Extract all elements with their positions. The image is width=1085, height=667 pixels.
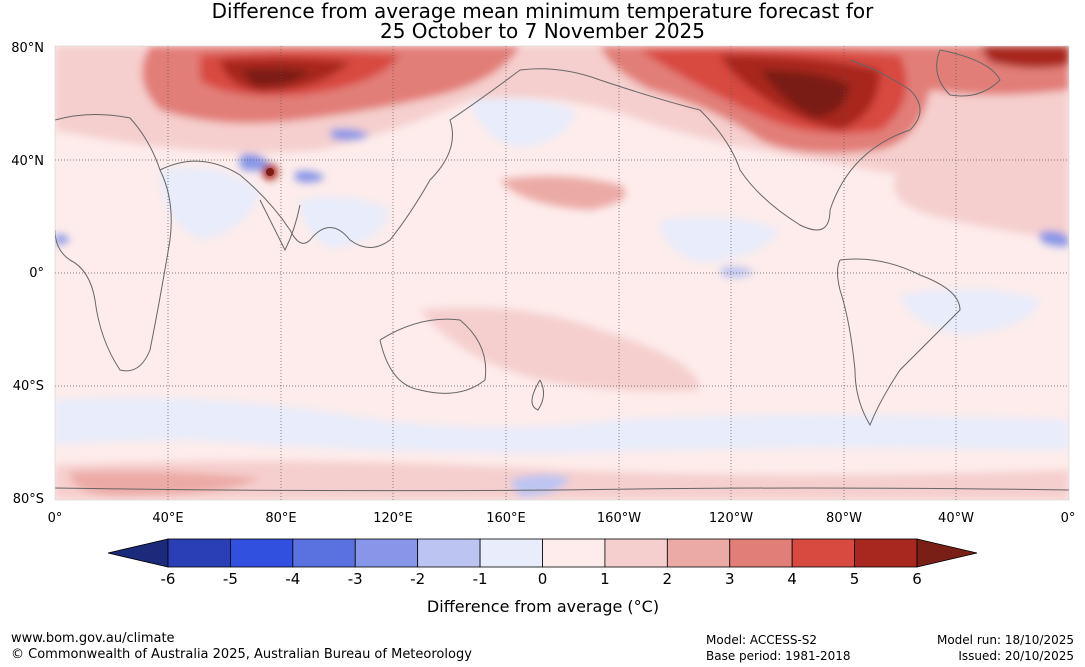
model-run-date: Model run: 18/10/2025 xyxy=(936,633,1074,647)
colorbar-tick-label: 6 xyxy=(912,570,922,588)
coastlines xyxy=(55,49,1069,492)
colorbar-bin xyxy=(292,538,356,568)
lon-label-0-left: 0° xyxy=(48,511,63,526)
colorbar-tick-label: 3 xyxy=(725,570,735,588)
base-period: Base period: 1981-2018 xyxy=(706,649,851,663)
colorbar-bin xyxy=(666,538,731,568)
colorbar-bin xyxy=(729,538,793,568)
lon-label-80w: 80°W xyxy=(826,511,862,526)
map-title-line2: 25 October to 7 November 2025 xyxy=(379,19,706,43)
copyright-text: © Commonwealth of Australia 2025, Austra… xyxy=(11,647,472,662)
colorbar-tick-label: -5 xyxy=(223,570,238,588)
colorbar-tick-label: 0 xyxy=(538,570,548,588)
colorbar-bin xyxy=(604,538,668,568)
lon-label-40e: 40°E xyxy=(152,511,183,526)
map-title-line1: Difference from average mean minimum tem… xyxy=(211,0,874,23)
colorbar-tick-label: -4 xyxy=(285,570,300,588)
graticule xyxy=(55,46,1069,500)
lat-label-0: 0° xyxy=(29,266,44,281)
colorbar-bin xyxy=(854,538,918,568)
colorbar-tick-label: 2 xyxy=(663,570,673,588)
colorbar-bin xyxy=(791,538,855,568)
colorbar-tick-label: 4 xyxy=(787,570,797,588)
lon-label-40w: 40°W xyxy=(938,511,974,526)
colorbar-tick-label: 1 xyxy=(600,570,610,588)
colorbar-bin xyxy=(542,538,606,568)
colorbar-bin xyxy=(230,538,294,568)
colorbar-extend-below xyxy=(107,538,169,568)
model-name: Model: ACCESS-S2 xyxy=(706,633,818,647)
issued-date: Issued: 20/10/2025 xyxy=(958,649,1074,663)
colorbar-label: Difference from average (°C) xyxy=(427,597,659,616)
colorbar-bin xyxy=(167,538,231,568)
colorbar-tick-label: -6 xyxy=(161,570,176,588)
website-link[interactable]: www.bom.gov.au/climate xyxy=(11,631,175,646)
anomaly-field xyxy=(55,46,1069,500)
colorbar: -6 -5 -4 -3 -2 -1 0 1 2 3 4 5 6 xyxy=(107,538,978,588)
lon-label-120w: 120°W xyxy=(709,511,753,526)
lon-label-160w: 160°W xyxy=(597,511,641,526)
lat-label-80s: 80°S xyxy=(13,492,44,507)
colorbar-bin xyxy=(354,538,419,568)
colorbar-tick-label: -1 xyxy=(473,570,488,588)
colorbar-tick-label: 5 xyxy=(850,570,860,588)
lon-label-80e: 80°E xyxy=(265,511,296,526)
colorbar-extend-above xyxy=(916,538,978,568)
lat-label-80n: 80°N xyxy=(11,41,44,56)
lon-label-160e: 160°E xyxy=(486,511,526,526)
lat-label-40s: 40°S xyxy=(13,379,44,394)
lat-label-40n: 40°N xyxy=(11,154,44,169)
colorbar-tick-label: -3 xyxy=(348,570,363,588)
colorbar-tick-label: -2 xyxy=(410,570,425,588)
lon-label-120e: 120°E xyxy=(373,511,413,526)
lon-label-0-right: 0° xyxy=(1061,511,1076,526)
colorbar-bin xyxy=(417,538,481,568)
colorbar-bin xyxy=(479,538,543,568)
